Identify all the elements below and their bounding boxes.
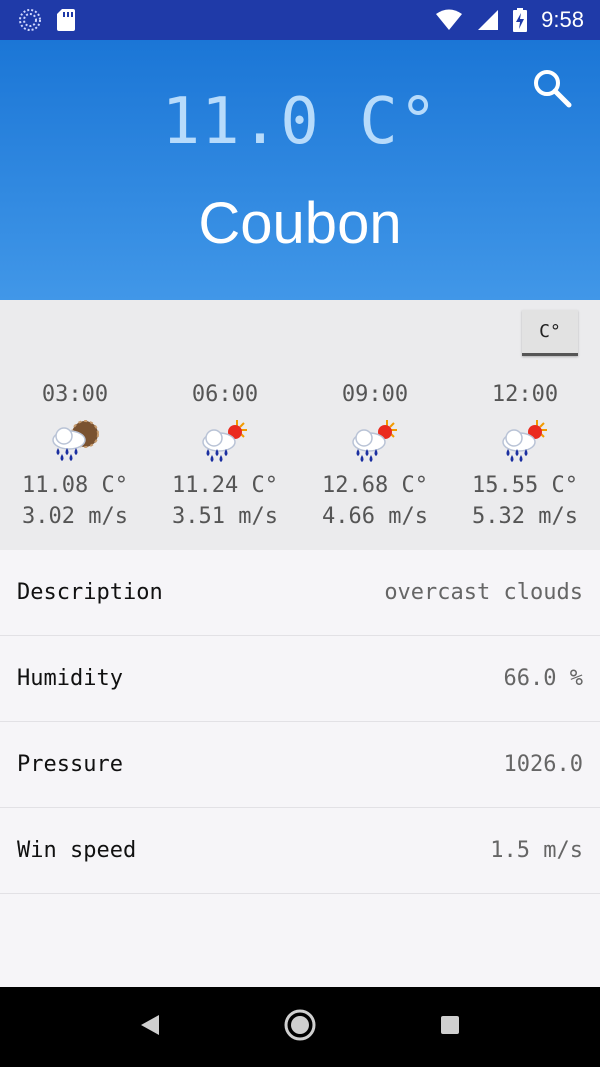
weather-header: 11.0 C° Coubon — [0, 40, 600, 300]
city-name: Coubon — [198, 191, 402, 256]
forecast-item: 12:00 15.55 C° 5.32 — [450, 380, 600, 532]
forecast-wind: 3.51 m/s — [172, 504, 278, 529]
detail-row-humidity: Humidity 66.0 % — [0, 636, 600, 722]
forecast-temp: 12.68 C° — [322, 473, 428, 498]
status-left — [18, 8, 76, 32]
forecast-item: 03:00 11.08 C° 3.02 m/s — [0, 380, 150, 532]
rain-sun-icon — [150, 418, 300, 464]
sd-card-icon — [56, 8, 76, 32]
forecast-temp: 11.24 C° — [172, 473, 278, 498]
forecast-item: 09:00 12.68 C° 4.66 — [300, 380, 450, 532]
signal-icon — [477, 9, 499, 31]
detail-value: overcast clouds — [384, 580, 583, 605]
forecast-temp: 11.08 C° — [22, 473, 128, 498]
rain-night-icon — [0, 418, 150, 464]
spinner-icon — [18, 8, 42, 32]
back-icon — [139, 1013, 161, 1041]
recents-button[interactable] — [430, 1007, 470, 1047]
forecast-time: 06:00 — [191, 382, 259, 407]
battery-charging-icon — [513, 8, 528, 32]
search-icon — [531, 67, 573, 113]
rain-sun-icon — [300, 418, 450, 464]
forecast-wind: 4.66 m/s — [322, 504, 428, 529]
forecast-item: 06:00 11.24 C° 3.51 — [150, 380, 300, 532]
detail-label: Humidity — [17, 666, 123, 691]
details-list: Description overcast clouds Humidity 66.… — [0, 550, 600, 987]
back-button[interactable] — [130, 1007, 170, 1047]
wifi-icon — [435, 9, 463, 31]
detail-label: Pressure — [17, 752, 123, 777]
status-time: 9:58 — [541, 7, 584, 32]
forecast-time: 03:00 — [41, 382, 109, 407]
forecast-row: 03:00 11.08 C° 3.02 m/s 06:00 — [0, 380, 600, 540]
home-button[interactable] — [280, 1007, 320, 1047]
forecast-area: C° 03:00 11.08 C° 3.02 m/s — [0, 300, 600, 550]
detail-row-description: Description overcast clouds — [0, 550, 600, 636]
home-icon — [283, 1008, 317, 1046]
forecast-wind: 3.02 m/s — [22, 504, 128, 529]
search-button[interactable] — [528, 66, 576, 114]
recents-icon — [439, 1014, 461, 1040]
unit-toggle-button[interactable]: C° — [522, 310, 578, 356]
current-temperature: 11.0 C° — [161, 85, 439, 159]
detail-label: Win speed — [17, 838, 137, 863]
detail-value: 1.5 m/s — [490, 838, 583, 863]
forecast-time: 12:00 — [491, 382, 559, 407]
detail-value: 1026.0 — [503, 752, 583, 777]
detail-row-wind-speed: Win speed 1.5 m/s — [0, 808, 600, 894]
detail-value: 66.0 % — [503, 666, 583, 691]
detail-label: Description — [17, 580, 163, 605]
forecast-time: 09:00 — [341, 382, 409, 407]
navigation-bar — [0, 987, 600, 1067]
rain-sun-icon — [450, 418, 600, 464]
detail-row-pressure: Pressure 1026.0 — [0, 722, 600, 808]
forecast-wind: 5.32 m/s — [472, 504, 578, 529]
status-bar: 9:58 — [0, 0, 600, 40]
forecast-temp: 15.55 C° — [472, 473, 578, 498]
status-right: 9:58 — [435, 7, 584, 33]
